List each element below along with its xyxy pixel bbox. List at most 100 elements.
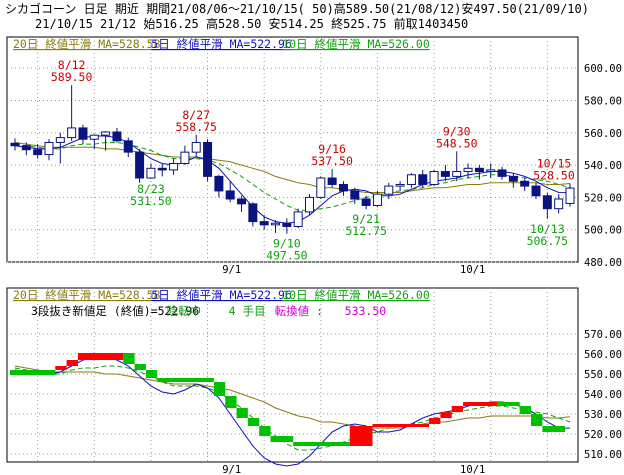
- candle-down: [248, 203, 258, 223]
- annotation-value: 537.50: [311, 154, 353, 168]
- candle-down: [350, 190, 360, 200]
- brick-up: [372, 424, 430, 427]
- annotation-date: 8/12: [58, 58, 86, 72]
- candle-up: [395, 183, 405, 187]
- candle-down: [214, 175, 224, 192]
- annotation-value: 558.75: [175, 120, 217, 134]
- annotation-date: 9/30: [443, 124, 471, 138]
- header-ohlc: 21/10/15 21/12 始516.25 高528.50 安514.25 終…: [35, 17, 469, 31]
- annotation-date: 9/10: [273, 237, 301, 251]
- annotation-value: 528.50: [533, 169, 575, 183]
- header-title: シカゴコーン 日足 期近 期間21/08/06～21/10/15( 50)高58…: [5, 2, 589, 16]
- brick-down: [123, 353, 135, 364]
- status-turn-value: 533.50: [345, 304, 387, 318]
- y-tick-label: 520.00: [584, 429, 622, 441]
- candle-down: [123, 140, 133, 153]
- candle-up: [89, 134, 99, 140]
- candle-down: [237, 198, 247, 205]
- annotation-date: 8/27: [182, 108, 210, 122]
- brick-down: [236, 408, 248, 418]
- x-tick-label: 9/1: [222, 464, 241, 475]
- candle-down: [259, 221, 269, 226]
- brick-up: [440, 412, 452, 418]
- brick-up: [349, 426, 373, 446]
- y-tick-label: 570.00: [584, 329, 622, 341]
- candle-up: [304, 196, 314, 213]
- candle-down: [440, 171, 450, 177]
- candle-down: [225, 190, 235, 200]
- candle-up: [429, 171, 439, 185]
- three-line-break-chart: 510.00 520.00 530.00 540.00 550.00 560.00 570.…: [6, 287, 622, 475]
- annotation-value: 497.50: [266, 249, 308, 263]
- brick-down: [270, 436, 294, 442]
- x-tick-label: 10/1: [460, 464, 485, 475]
- candlestick-chart: 480.00 500.00 520.00 540.00 560.00 580.00 600.…: [6, 36, 622, 276]
- brick-down: [531, 414, 543, 426]
- header-panel: [0, 0, 624, 32]
- status-state: 陰転中: [167, 304, 202, 318]
- candle-down: [157, 167, 167, 171]
- candle-up: [463, 167, 473, 173]
- status-count: 4 手目: [229, 304, 266, 318]
- y-tick-label: 560.00: [584, 128, 622, 140]
- annotation-value: 512.75: [345, 224, 387, 238]
- candle-up: [191, 141, 201, 153]
- candle-up: [67, 127, 77, 139]
- annotation-value: 506.75: [527, 234, 569, 248]
- candle-down: [497, 169, 507, 177]
- legend-entry: 5日 終値平滑 MA=522.96: [151, 288, 292, 302]
- status-turn-label: 転換値 :: [275, 304, 323, 318]
- candle-up: [55, 137, 65, 143]
- candle-down: [361, 198, 371, 206]
- candle-down: [112, 131, 122, 142]
- annotation-date: 9/21: [352, 212, 380, 226]
- legend-entry: 10日 終値平滑 MA=526.00: [282, 37, 430, 51]
- legend-entry: 10日 終値平滑 MA=526.00: [282, 288, 430, 302]
- brick-down: [259, 426, 271, 436]
- candle-up: [486, 169, 496, 173]
- candle-up: [271, 222, 281, 226]
- brick-down: [519, 406, 532, 414]
- legend-entry: 20日 終値平滑 MA=528.58: [13, 288, 161, 302]
- ma20-line: [14, 365, 571, 429]
- plot-frame: [6, 36, 579, 263]
- brick-down: [10, 370, 56, 375]
- brick-up: [451, 406, 464, 412]
- y-tick-label: 520.00: [584, 192, 622, 204]
- y-tick-label: 550.00: [584, 369, 622, 381]
- candle-down: [327, 177, 337, 185]
- x-tick-label: 10/1: [460, 264, 485, 276]
- brick-down: [293, 442, 350, 446]
- candle-down: [21, 145, 31, 151]
- y-tick-label: 600.00: [584, 63, 622, 75]
- brick-down: [247, 418, 260, 426]
- candle-down: [10, 142, 20, 147]
- brick-up: [77, 353, 124, 360]
- brick-down: [497, 402, 520, 406]
- candle-up: [146, 167, 156, 179]
- candle-up: [293, 211, 303, 227]
- annotation-value: 589.50: [51, 70, 93, 84]
- candle-down: [508, 175, 518, 182]
- candle-up: [169, 162, 179, 171]
- plot-frame: [6, 287, 579, 463]
- candle-up: [44, 141, 54, 156]
- brick-down: [157, 378, 214, 382]
- candle-down: [531, 185, 541, 197]
- candle-down: [135, 151, 145, 179]
- brick-down: [213, 382, 226, 396]
- x-tick-label: 9/1: [222, 264, 241, 276]
- candle-down: [282, 222, 292, 227]
- annotation-date: 8/23: [137, 182, 165, 196]
- candle-up: [554, 198, 564, 210]
- brick-up: [55, 366, 67, 370]
- y-tick-label: 530.00: [584, 409, 622, 421]
- y-tick-label: 500.00: [584, 225, 622, 237]
- legend-entry: 20日 終値平滑 MA=528.58: [13, 37, 161, 51]
- candle-up: [452, 171, 462, 177]
- ma20-line: [14, 142, 571, 193]
- annotation-value: 531.50: [130, 194, 172, 208]
- candle-up: [101, 131, 111, 136]
- y-tick-label: 560.00: [584, 349, 622, 361]
